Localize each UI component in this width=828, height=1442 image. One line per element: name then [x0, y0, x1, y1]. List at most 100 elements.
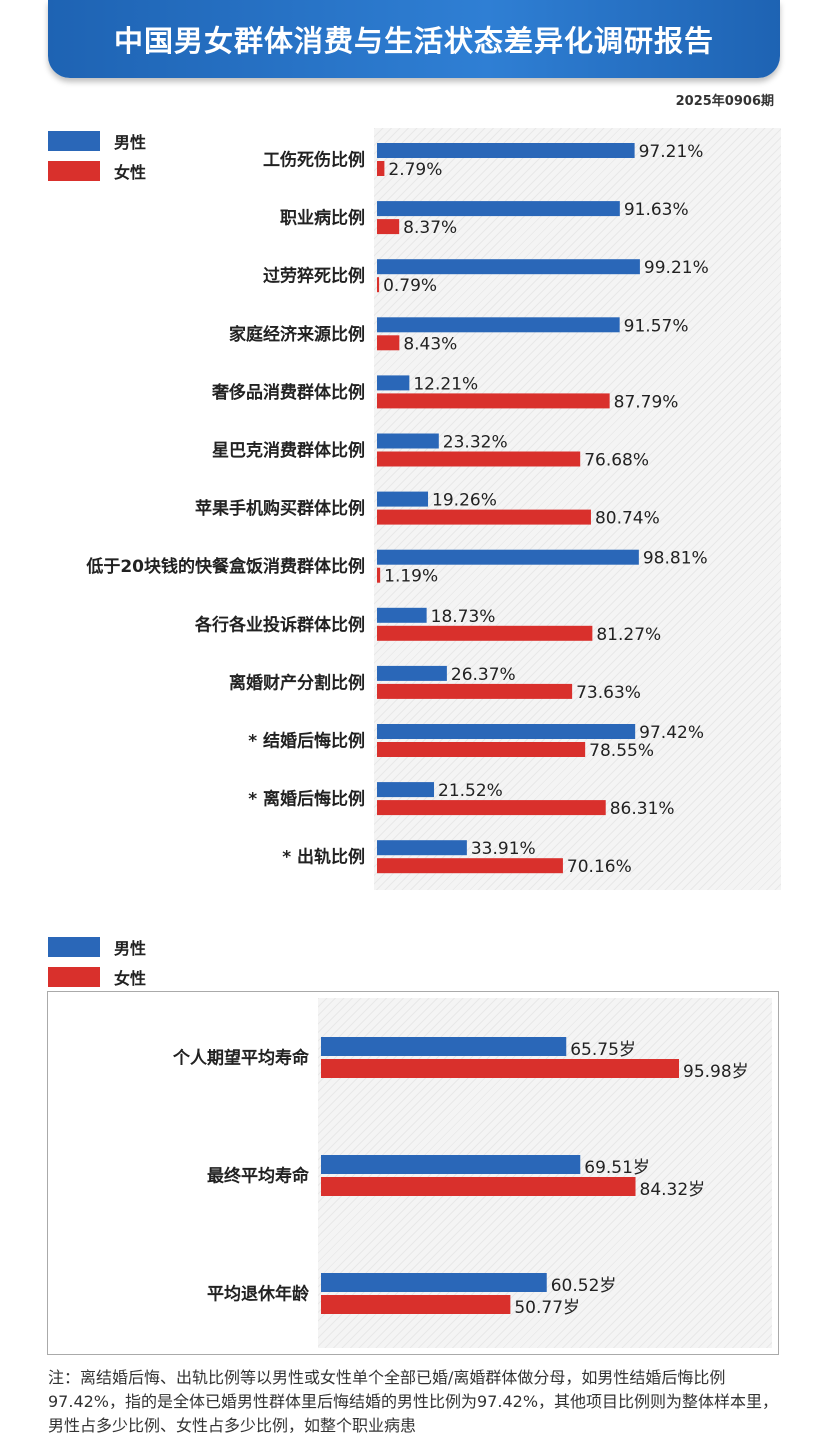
bar-female [377, 800, 606, 816]
value-label: 23.32% [443, 433, 508, 453]
value-label: 19.26% [432, 491, 497, 511]
bar-female [377, 335, 400, 351]
bar-male [377, 724, 636, 739]
bar-female [321, 1177, 636, 1196]
category-label: 最终平均寿命 [207, 1166, 310, 1187]
bar-male [321, 1273, 547, 1292]
value-label: 78.55% [589, 741, 654, 761]
value-label: 8.43% [403, 334, 457, 354]
legend-item-female-2: 女性 [48, 962, 146, 992]
value-label: 81.27% [596, 625, 661, 645]
bar-female [377, 625, 593, 641]
value-label: 84.32岁 [640, 1180, 706, 1200]
value-label: 91.57% [624, 316, 689, 336]
category-label: * 出轨比例 [282, 847, 365, 868]
value-label: 95.98岁 [683, 1062, 749, 1082]
value-label: 21.52% [438, 781, 503, 801]
value-label: 50.77岁 [514, 1298, 580, 1318]
bar-female [377, 393, 610, 409]
value-label: 18.73% [431, 607, 496, 627]
category-label: 奢侈品消费群体比例 [211, 382, 365, 403]
value-label: 97.42% [639, 723, 704, 743]
category-label: 家庭经济来源比例 [229, 324, 365, 345]
value-label: 99.21% [644, 258, 709, 278]
legend-label-male: 男性 [114, 133, 147, 152]
bar-female [377, 219, 400, 235]
bar-male [377, 607, 427, 623]
bar-male [377, 143, 635, 158]
value-label: 98.81% [643, 549, 708, 569]
bar-male [377, 665, 447, 681]
bar-male [377, 549, 639, 565]
value-label: 2.79% [388, 160, 442, 180]
footnote: 注：离结婚后悔、出轨比例等以男性或女性单个全部已婚/离婚群体做分母，如男性结婚后… [48, 1368, 779, 1435]
bar-male [377, 317, 620, 333]
category-label: 职业病比例 [280, 208, 365, 229]
category-label: 工伤死伤比例 [263, 150, 365, 171]
legend-label-male-2: 男性 [114, 939, 147, 958]
issue-label: 2025年0906期 [675, 94, 774, 109]
bar-female [377, 161, 385, 176]
report-title: 中国男女群体消费与生活状态差异化调研报告 [113, 24, 714, 58]
value-label: 87.79% [614, 392, 679, 412]
bar-male [377, 491, 429, 507]
category-label: 星巴克消费群体比例 [212, 440, 365, 461]
bar-male [377, 782, 435, 798]
value-label: 91.63% [624, 200, 689, 220]
value-label: 70.16% [567, 857, 632, 877]
value-label: 69.51岁 [584, 1158, 650, 1178]
bar-female [377, 509, 591, 525]
bar-female [377, 277, 380, 293]
bar-female [377, 742, 586, 757]
category-label: * 离婚后悔比例 [248, 789, 365, 810]
bar-female [377, 567, 381, 583]
title-banner: 中国男女群体消费与生活状态差异化调研报告 [48, 0, 780, 78]
bar-male [321, 1037, 567, 1056]
value-label: 8.37% [403, 218, 457, 238]
plot-area-top [374, 128, 781, 890]
value-label: 0.79% [383, 276, 437, 296]
bar-male [377, 259, 640, 275]
legend-swatch-female [48, 161, 100, 181]
legend-label-female: 女性 [114, 163, 147, 182]
legend-label-female-2: 女性 [114, 969, 147, 988]
category-label: 低于20块钱的快餐盒饭消费群体比例 [85, 556, 365, 577]
legend-item-male: 男性 [48, 126, 146, 156]
category-label: 过劳猝死比例 [263, 266, 365, 287]
bar-female [321, 1295, 511, 1314]
bar-female [377, 858, 563, 874]
legend-item-female: 女性 [48, 156, 146, 186]
category-label: 离婚财产分割比例 [229, 672, 365, 693]
category-label: 个人期望平均寿命 [172, 1048, 310, 1069]
legend-swatch-male-2 [48, 937, 100, 957]
bar-female [377, 683, 573, 699]
bar-female [377, 451, 581, 467]
bar-male [377, 433, 439, 449]
value-label: 65.75岁 [570, 1040, 636, 1060]
bar-male [377, 840, 467, 856]
legend-top: 男性 女性 [48, 126, 146, 186]
legend-item-male-2: 男性 [48, 932, 146, 962]
value-label: 12.21% [413, 374, 478, 394]
legend-bottom: 男性 女性 [48, 932, 146, 992]
bar-male [321, 1155, 581, 1174]
value-label: 86.31% [610, 799, 675, 819]
value-label: 80.74% [595, 509, 660, 529]
value-label: 1.19% [384, 567, 438, 587]
legend-swatch-male [48, 131, 100, 151]
value-label: 60.52岁 [551, 1276, 617, 1296]
bar-male [377, 201, 620, 217]
value-label: 33.91% [471, 839, 536, 859]
category-label: 苹果手机购买群体比例 [195, 498, 365, 519]
category-label: 各行各业投诉群体比例 [194, 614, 365, 635]
value-label: 97.21% [639, 142, 704, 162]
value-label: 76.68% [584, 451, 649, 471]
category-label: 平均退休年龄 [207, 1284, 310, 1305]
legend-swatch-female-2 [48, 967, 100, 987]
bar-male [377, 375, 410, 391]
value-label: 73.63% [576, 683, 641, 703]
bar-female [321, 1059, 680, 1078]
category-label: * 结婚后悔比例 [248, 731, 365, 752]
value-label: 26.37% [451, 665, 516, 685]
